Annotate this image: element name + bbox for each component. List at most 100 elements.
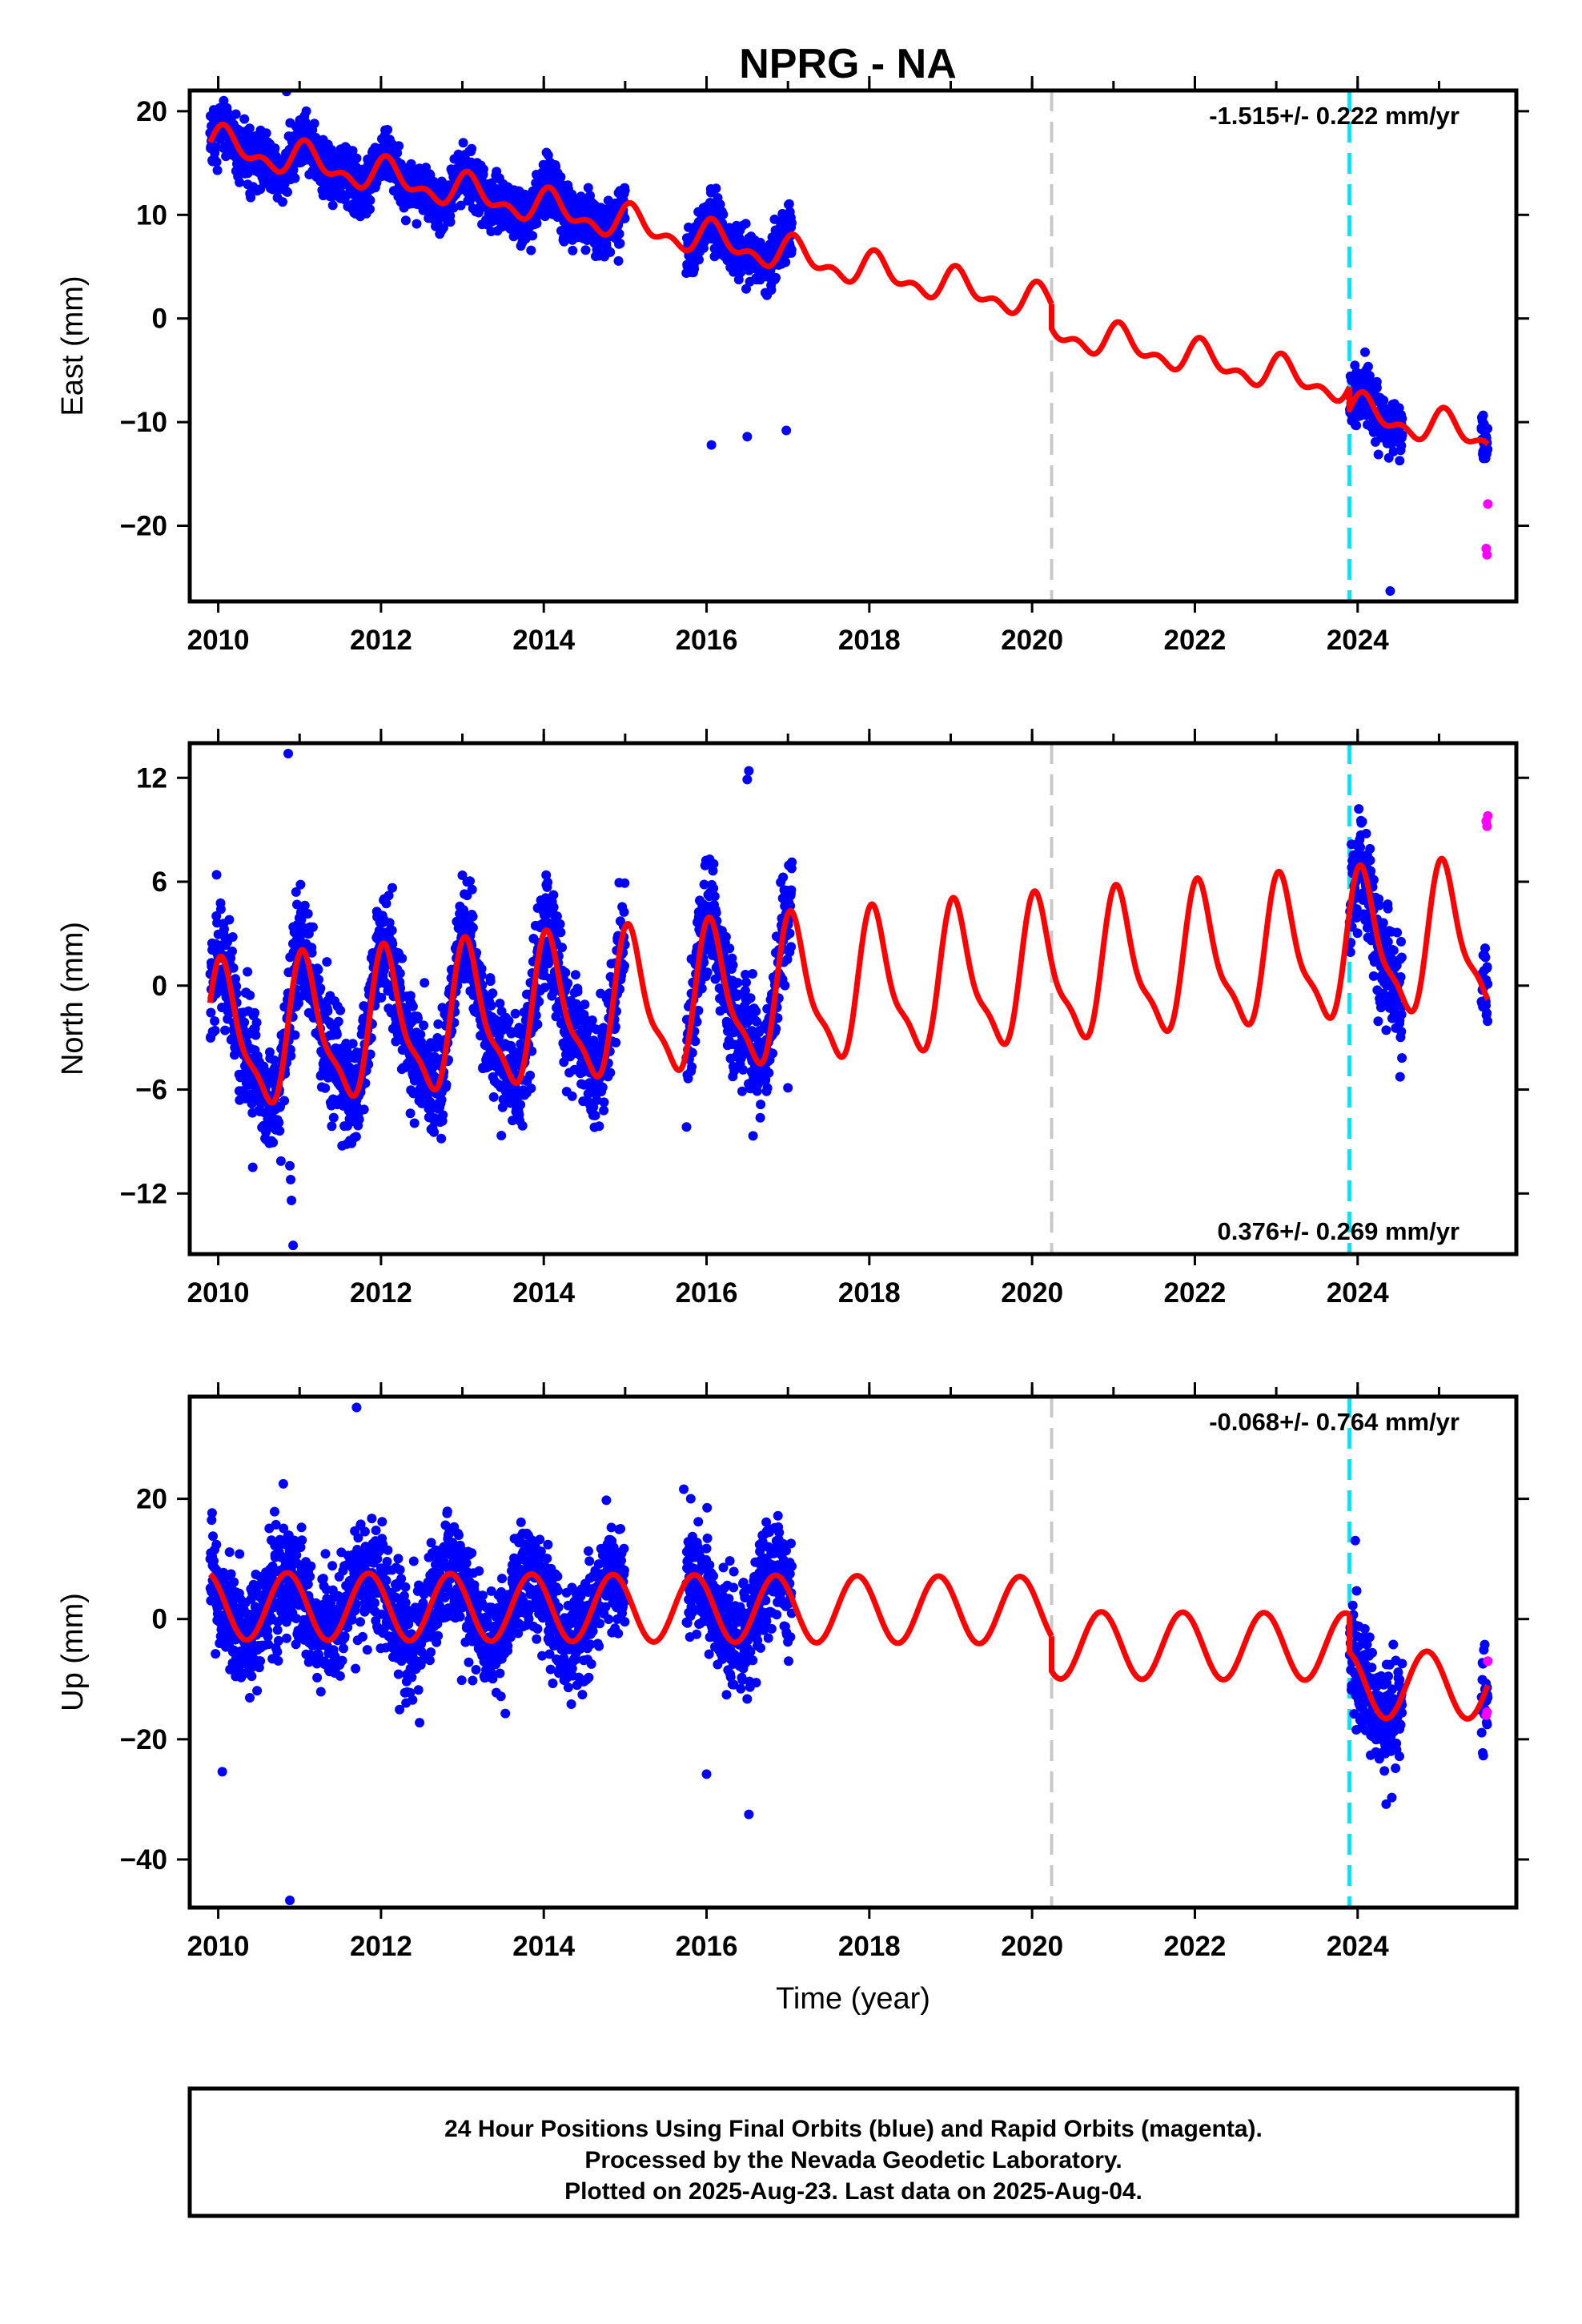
- north-data-point: [709, 883, 719, 894]
- north-data-point: [741, 977, 751, 987]
- north-panel: 2010 2012 2014 2016 2018 2020 2022 2024−12−6061…: [56, 729, 1529, 1309]
- east-data-point: [580, 245, 591, 255]
- north-data-point: [397, 953, 408, 963]
- north-data-point: [1355, 842, 1366, 853]
- north-data-point: [526, 1084, 536, 1093]
- north-data-point: [387, 939, 398, 949]
- north-rate-label: 0.376+/- 0.269 mm/yr: [1218, 1217, 1460, 1245]
- east-data-point: [568, 245, 578, 255]
- north-data-point: [610, 1022, 620, 1032]
- north-data-point: [335, 1005, 346, 1015]
- east-data-point: [605, 247, 616, 257]
- north-outlier-point: [783, 1083, 793, 1093]
- east-data-point: [290, 173, 300, 183]
- north-data-point: [1396, 952, 1407, 963]
- north-outlier-point: [287, 1195, 297, 1205]
- east-data-point: [1373, 449, 1383, 460]
- east-x-tick-label: 2012: [350, 625, 412, 656]
- north-data-point: [496, 1131, 507, 1140]
- north-data-point: [780, 980, 790, 991]
- north-data-point: [590, 1110, 600, 1120]
- east-data-point: [1363, 361, 1373, 372]
- east-data-point: [1371, 383, 1382, 393]
- north-data-point: [441, 1080, 452, 1090]
- north-x-tick-label: 2024: [1327, 1277, 1389, 1309]
- east-data-point: [1371, 436, 1380, 447]
- east-data-point: [1388, 446, 1399, 456]
- north-data-point: [764, 1068, 774, 1078]
- north-data-point: [405, 991, 416, 1001]
- east-data-point: [309, 119, 319, 129]
- north-data-point: [687, 1062, 697, 1072]
- north-x-tick-label: 2014: [512, 1277, 575, 1309]
- north-data-point: [457, 870, 468, 880]
- east-model-curve-2: [1049, 304, 1352, 404]
- north-data-point: [220, 1025, 231, 1035]
- east-data-point: [400, 215, 411, 226]
- north-data-point: [709, 891, 720, 902]
- east-data-point: [270, 143, 280, 154]
- east-x-tick-label: 2010: [187, 625, 250, 656]
- north-data-point: [467, 884, 477, 895]
- east-outlier-point: [781, 425, 792, 436]
- east-y-tick-label: 0: [152, 304, 167, 335]
- east-data-point: [301, 106, 311, 116]
- east-outlier-point: [706, 440, 717, 450]
- east-data-point: [383, 125, 393, 135]
- north-data-point: [488, 1092, 499, 1102]
- north-y-tick-label: −6: [135, 1075, 167, 1106]
- east-data-point: [741, 219, 751, 229]
- east-data-point: [615, 239, 625, 248]
- north-y-tick-label: 12: [136, 762, 167, 794]
- east-model-curve-1: [207, 121, 1054, 316]
- north-data-point: [690, 1036, 701, 1047]
- north-data-point: [387, 925, 397, 935]
- north-data-point: [693, 1005, 704, 1015]
- east-data-point: [684, 222, 693, 232]
- east-data-point: [478, 164, 488, 175]
- north-outlier-point: [211, 870, 222, 880]
- north-x-tick-label: 2020: [1001, 1277, 1063, 1309]
- north-data-point: [594, 1121, 604, 1132]
- north-data-point: [1482, 962, 1492, 972]
- east-data-point: [755, 237, 765, 247]
- east-data-point: [445, 217, 456, 227]
- north-data-point: [620, 961, 629, 971]
- east-data-point: [528, 231, 538, 241]
- north-data-point: [279, 1096, 290, 1106]
- north-data-point: [488, 988, 498, 999]
- north-data-point: [275, 1156, 286, 1166]
- north-data-point: [286, 1051, 296, 1061]
- east-data-point: [771, 272, 781, 283]
- north-data-point: [405, 1108, 416, 1119]
- east-y-tick-label: −20: [120, 511, 167, 542]
- east-data-point: [526, 245, 536, 255]
- east-data-point: [288, 165, 299, 175]
- north-data-point: [1480, 943, 1490, 954]
- east-data-point: [467, 143, 477, 154]
- north-data-point: [1396, 1027, 1407, 1037]
- north-x-tick-label: 2022: [1164, 1277, 1227, 1309]
- north-data-point: [290, 1030, 300, 1040]
- north-data-point: [307, 922, 318, 932]
- east-data-point: [733, 275, 744, 285]
- east-data-point: [1397, 413, 1407, 424]
- north-data-point: [313, 964, 323, 975]
- north-data-point: [543, 877, 553, 887]
- north-data-point: [580, 999, 590, 1010]
- east-data-point: [448, 203, 459, 213]
- north-y-tick-label: 0: [152, 971, 167, 1002]
- east-data-point: [1397, 430, 1407, 440]
- east-data-point: [613, 255, 624, 266]
- north-data-point: [587, 1015, 597, 1025]
- north-data-point: [465, 876, 475, 887]
- north-data-point: [497, 1102, 508, 1112]
- north-data-point: [751, 1006, 761, 1016]
- east-data-point: [583, 183, 593, 193]
- up-data-point: [235, 1549, 245, 1559]
- north-data-point: [692, 1016, 702, 1027]
- north-data-point: [611, 1037, 621, 1047]
- east-data-point: [620, 185, 630, 195]
- east-model-curve-3: [1347, 387, 1490, 447]
- east-x-tick-label: 2022: [1164, 625, 1227, 656]
